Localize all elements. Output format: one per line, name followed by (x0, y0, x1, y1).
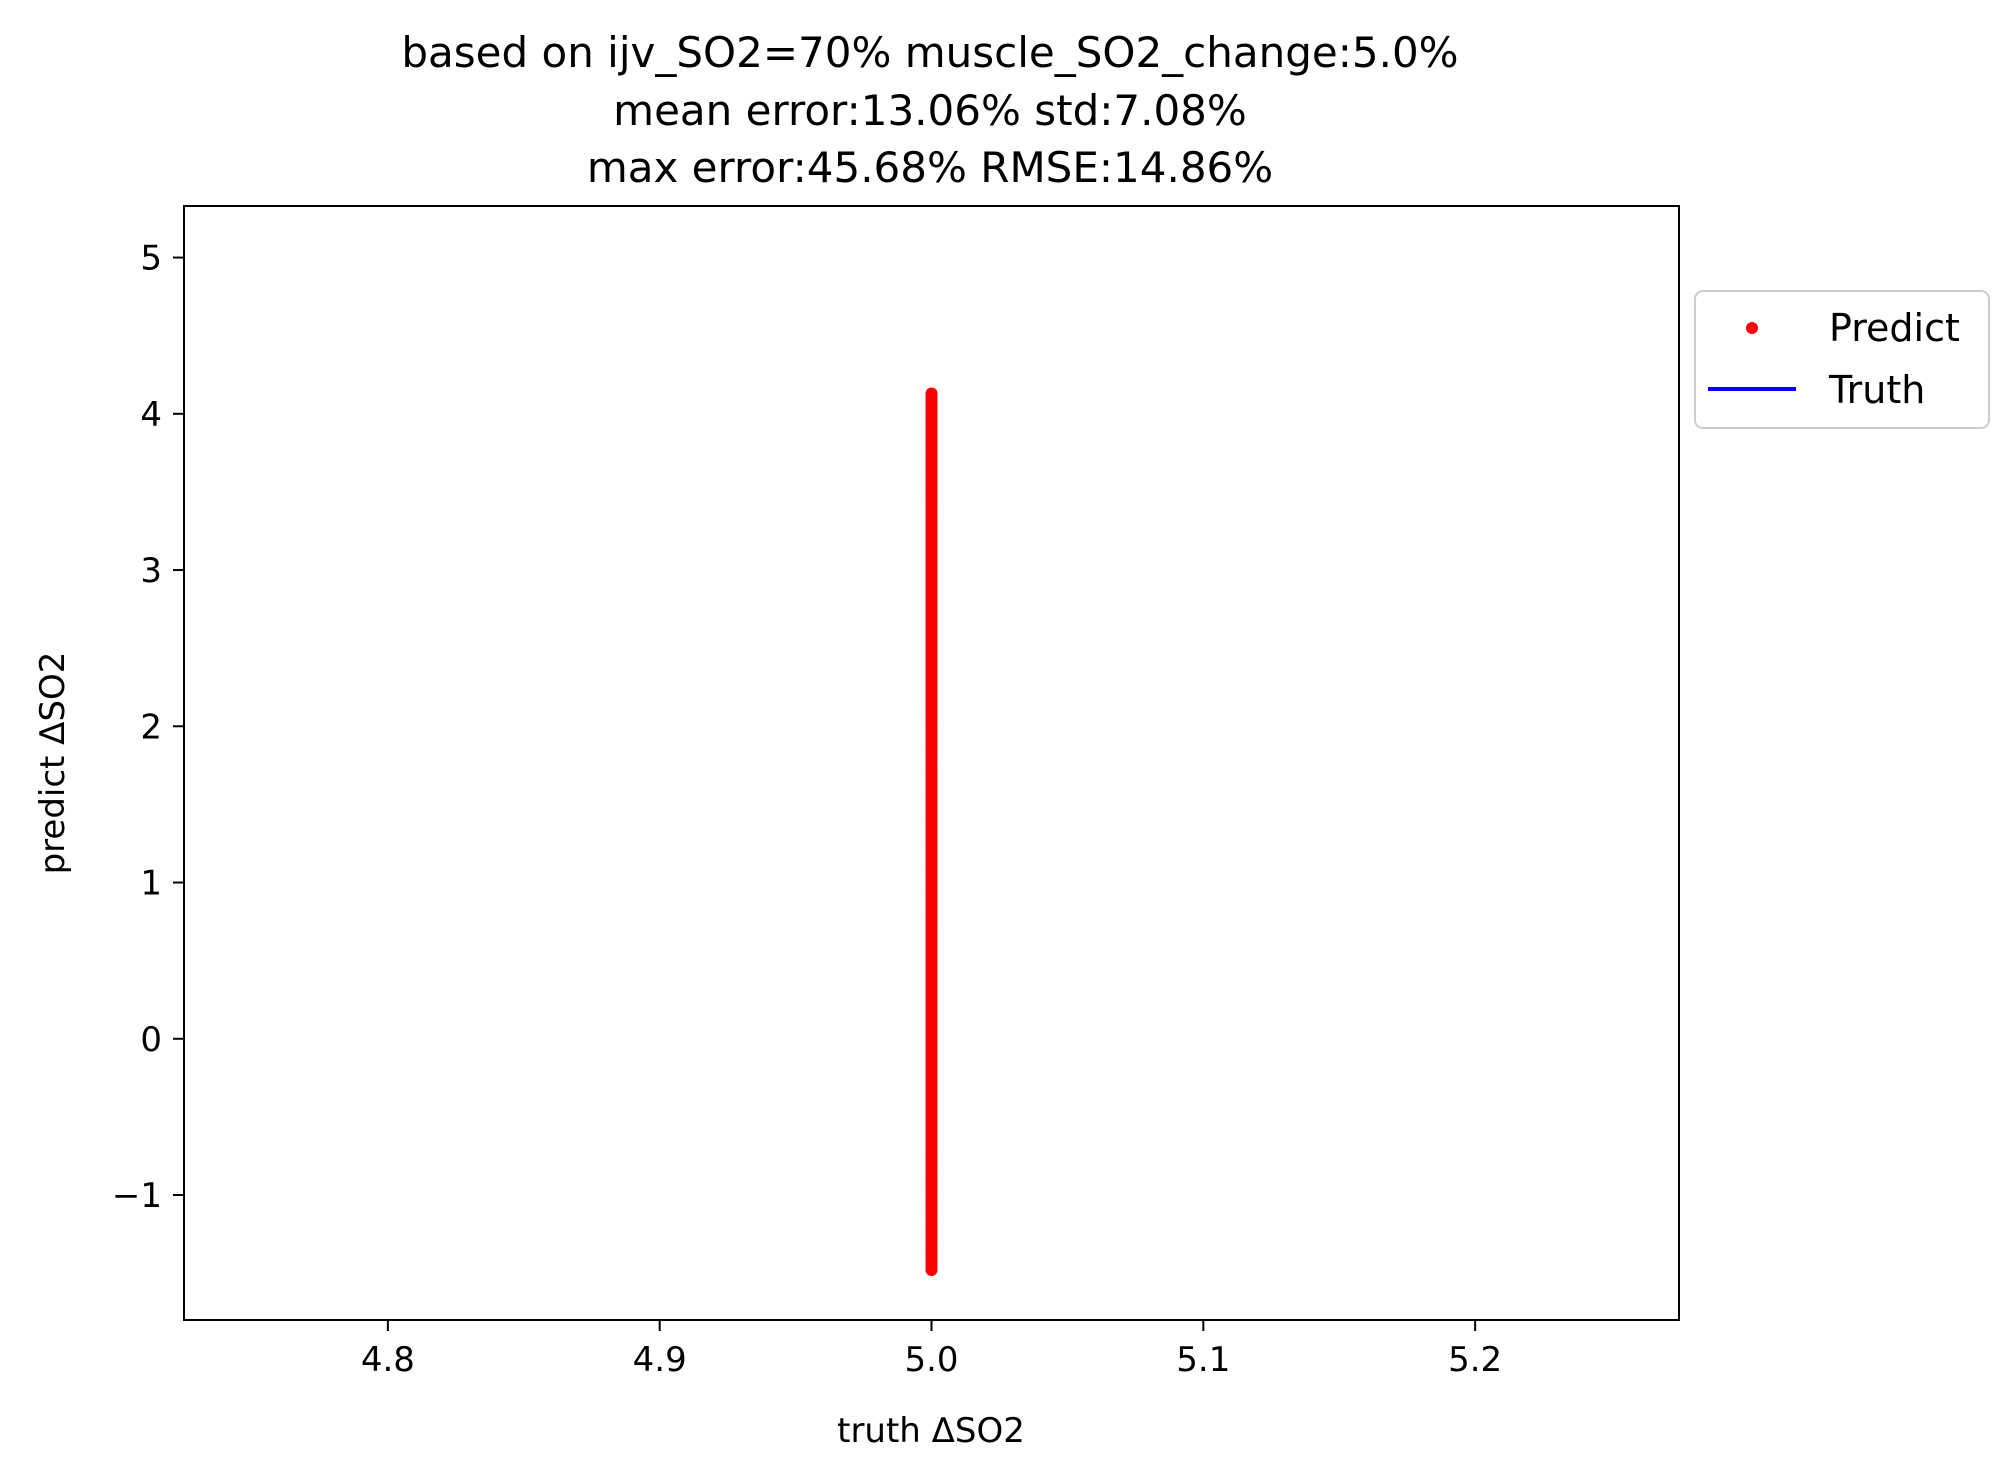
y-tick-label: 4 (140, 395, 162, 435)
chart-title-line-1: based on ijv_SO2=70% muscle_SO2_change:5… (401, 28, 1458, 77)
x-tick-label: 5.2 (1448, 1340, 1502, 1380)
y-axis: −1 0 1 2 3 4 5 (112, 239, 184, 1216)
x-tick-label: 4.9 (633, 1340, 687, 1380)
predict-point (925, 387, 938, 400)
x-tick-label: 5.0 (904, 1340, 958, 1380)
x-tick-label: 5.1 (1176, 1340, 1230, 1380)
y-tick-label: −1 (112, 1176, 162, 1216)
legend: Predict Truth (1694, 290, 1990, 429)
y-tick-label: 5 (140, 239, 162, 279)
chart-title-line-2: mean error:13.06% std:7.08% (613, 86, 1247, 135)
legend-predict-marker (1746, 322, 1758, 334)
x-axis-label: truth ΔSO2 (837, 1411, 1025, 1451)
chart-title-line-3: max error:45.68% RMSE:14.86% (587, 143, 1273, 192)
y-tick-label: 3 (140, 551, 162, 591)
x-tick-label: 4.8 (361, 1340, 415, 1380)
legend-box (1694, 290, 1990, 429)
predict-series (925, 387, 938, 1277)
y-tick-label: 1 (140, 864, 162, 904)
y-tick-label: 0 (140, 1020, 162, 1060)
legend-predict-label: Predict (1829, 306, 1960, 350)
legend-truth-label: Truth (1828, 368, 1925, 412)
y-tick-label: 2 (140, 707, 162, 747)
y-axis-label: predict ΔSO2 (33, 652, 73, 875)
x-axis: 4.8 4.9 5.0 5.1 5.2 (361, 1320, 1502, 1380)
